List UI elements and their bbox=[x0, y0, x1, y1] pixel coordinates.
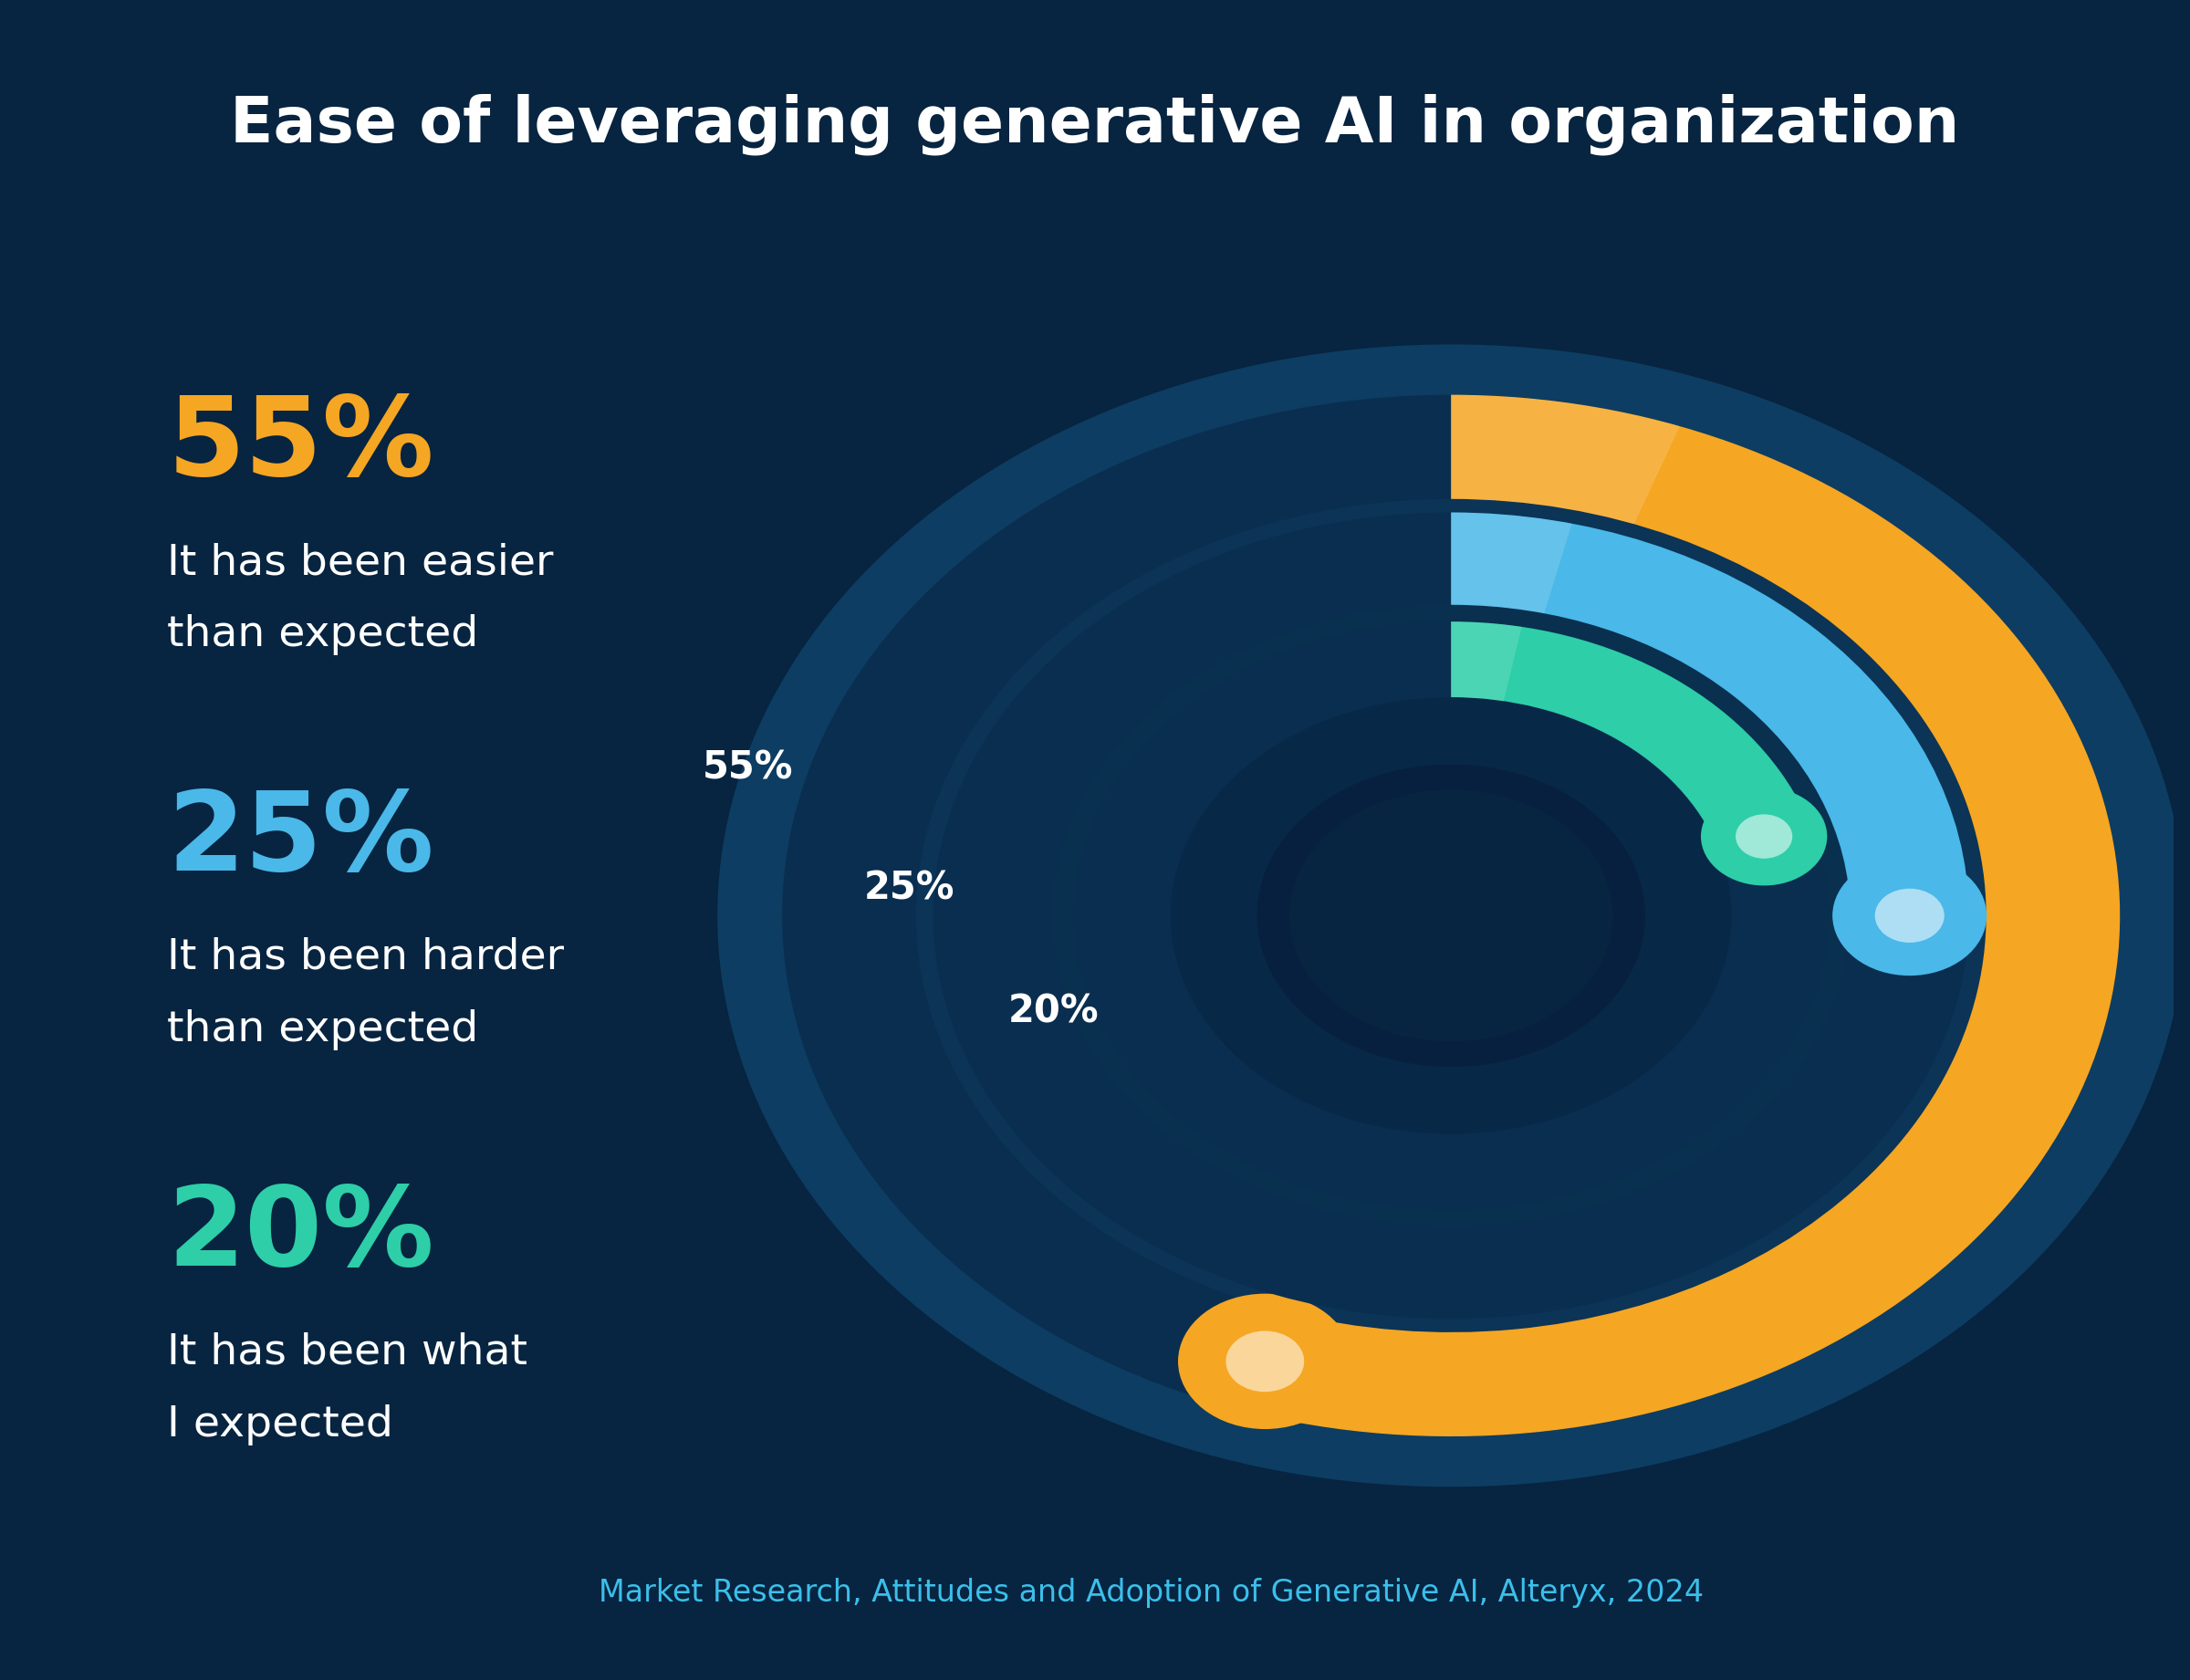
Text: Market Research, Attitudes and Adoption of Generative AI, Alteryx, 2024: Market Research, Attitudes and Adoption … bbox=[598, 1578, 1704, 1608]
Circle shape bbox=[1702, 788, 1826, 885]
Text: 20%: 20% bbox=[1007, 993, 1099, 1030]
Text: 55%: 55% bbox=[703, 749, 793, 786]
Circle shape bbox=[1178, 1294, 1351, 1430]
Text: Ease of leveraging generative AI in organization: Ease of leveraging generative AI in orga… bbox=[230, 94, 1960, 155]
Wedge shape bbox=[1452, 395, 1680, 524]
Text: 55%: 55% bbox=[166, 391, 434, 499]
Text: It has been easier: It has been easier bbox=[166, 543, 554, 583]
Wedge shape bbox=[1452, 622, 1522, 701]
FancyBboxPatch shape bbox=[42, 20, 2148, 1660]
Circle shape bbox=[1833, 855, 1986, 976]
Wedge shape bbox=[1244, 395, 2120, 1436]
Circle shape bbox=[1010, 571, 1894, 1260]
Wedge shape bbox=[1452, 512, 1969, 916]
Circle shape bbox=[1139, 672, 1763, 1159]
Circle shape bbox=[1290, 790, 1612, 1042]
Text: It has been what: It has been what bbox=[166, 1332, 528, 1373]
Text: than expected: than expected bbox=[166, 1010, 480, 1050]
Circle shape bbox=[718, 344, 2186, 1487]
Text: 25%: 25% bbox=[166, 786, 434, 894]
Circle shape bbox=[869, 462, 2035, 1369]
Text: I expected: I expected bbox=[166, 1404, 394, 1445]
Wedge shape bbox=[782, 395, 2120, 1436]
Circle shape bbox=[1257, 764, 1645, 1067]
Circle shape bbox=[1226, 1331, 1303, 1391]
Text: It has been harder: It has been harder bbox=[166, 937, 565, 978]
Wedge shape bbox=[1073, 622, 1829, 1210]
Text: 20%: 20% bbox=[166, 1181, 434, 1289]
Circle shape bbox=[1875, 889, 1945, 942]
Wedge shape bbox=[933, 512, 1969, 1319]
Circle shape bbox=[1737, 815, 1791, 858]
Wedge shape bbox=[1452, 512, 1572, 613]
Text: than expected: than expected bbox=[166, 615, 480, 655]
Text: 25%: 25% bbox=[863, 870, 955, 907]
Wedge shape bbox=[1452, 622, 1811, 848]
